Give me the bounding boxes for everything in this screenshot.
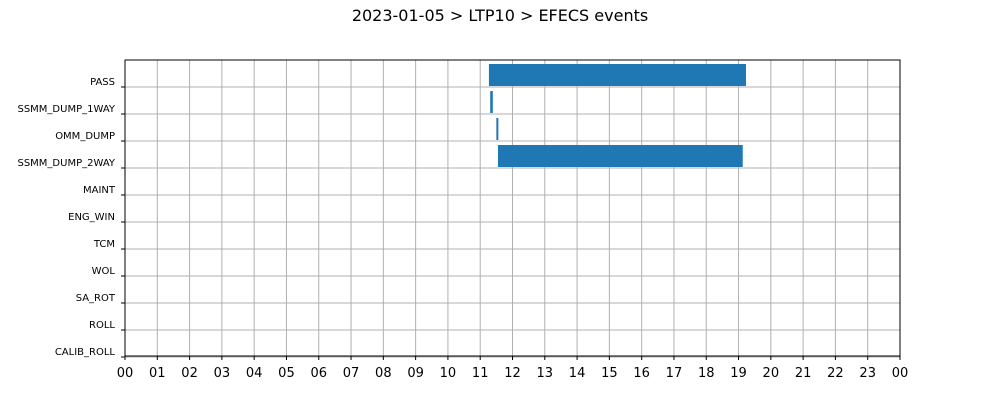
x-tick-label: 08 [375,366,392,381]
x-tick-label: 00 [892,366,909,381]
y-tick-label: SA_ROT [76,293,116,304]
x-tick-label: 11 [472,366,489,381]
x-tick-label: 17 [666,366,683,381]
y-tick-label: OMM_DUMP [55,131,115,142]
x-tick-label: 07 [343,366,360,381]
grid [124,60,901,358]
y-tick-label: SSMM_DUMP_2WAY [17,158,115,169]
x-tick-label: 16 [633,366,650,381]
event-bar-ssmm-dump-2way [497,145,743,167]
x-tick-label: 05 [278,366,295,381]
y-tick-label: TCM [93,239,115,250]
x-tick-label: 12 [504,366,521,381]
event-bar-pass [488,64,746,86]
event-bar-omm-dump [496,118,499,140]
y-tick-label: ENG_WIN [68,212,115,223]
x-tick-label: 22 [827,366,844,381]
axis-labels: 00 01 02 03 04 05 06 07 08 09 10 11 12 13 14 15 16 17 18 19… [17,77,908,381]
event-bars [488,64,746,167]
x-tick-label: 21 [795,366,812,381]
x-tick-label: 09 [407,366,424,381]
y-tick-label: SSMM_DUMP_1WAY [17,104,115,115]
x-tick-label: 03 [214,366,231,381]
x-tick-label: 20 [763,366,780,381]
x-tick-label: 23 [859,366,876,381]
x-tick-label: 18 [698,366,715,381]
x-tick-label: 10 [440,366,457,381]
axis-ticks [121,86,901,360]
x-tick-label: 13 [537,366,554,381]
y-tick-label: WOL [92,266,116,277]
y-tick-label: CALIB_ROLL [55,347,116,358]
x-tick-label: 14 [569,366,586,381]
x-tick-label: 04 [246,366,263,381]
x-tick-label: 15 [601,366,618,381]
y-tick-label: ROLL [89,320,115,331]
y-tick-label: MAINT [83,185,116,196]
x-tick-label: 02 [181,366,198,381]
chart-title: 2023-01-05 > LTP10 > EFECS events [351,6,649,25]
y-tick-label: PASS [90,77,115,88]
x-tick-label: 00 [117,366,134,381]
x-tick-label: 06 [310,366,327,381]
x-tick-label: 19 [730,366,747,381]
x-tick-label: 01 [149,366,166,381]
event-bar-ssmm-dump-1way [490,91,493,113]
